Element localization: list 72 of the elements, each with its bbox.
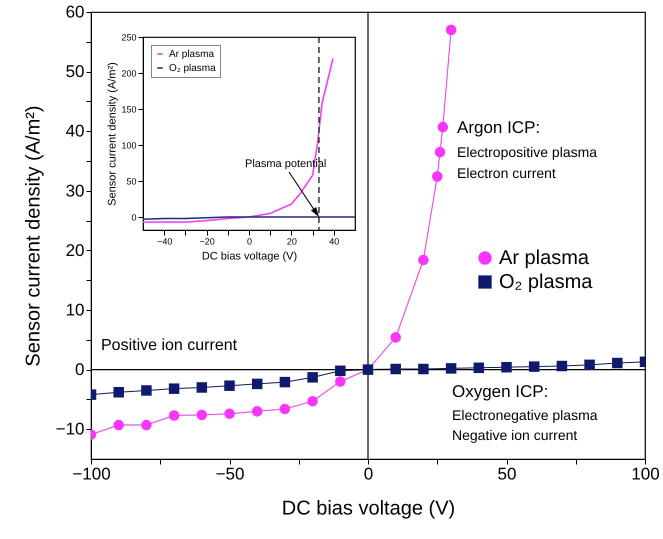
point [141,420,152,430]
point [584,360,595,370]
legend-label: O₂ plasma [499,271,594,293]
point [224,380,235,391]
point [252,378,262,390]
legend-label: Ar plasma [499,247,590,269]
annotation: Positive ion current [101,337,238,354]
x-tick-label: 20 [286,236,297,246]
point [113,420,124,430]
point [252,406,262,417]
y-tick-label: 200 [121,68,136,79]
x-tick-label: −40 [157,236,172,246]
point [390,332,401,343]
line-series [143,58,334,223]
point [280,404,290,414]
point [434,146,446,158]
x-tick-label: −100 [72,464,111,484]
annotation: Negative ion current [452,427,578,443]
y-tick-label: −10 [56,420,84,439]
point [168,410,180,421]
point [196,410,208,420]
point [528,361,540,372]
annotation: Oxygen ICP: [452,382,548,401]
y-tick-label: 100 [121,140,136,151]
x-tick-label: 40 [329,236,340,246]
point [418,364,429,374]
y-tick-label: 30 [66,181,84,200]
y-tick-label: 40 [66,122,84,141]
point [113,387,124,398]
point [390,364,401,374]
point [474,362,484,374]
point [501,362,512,372]
point [168,383,180,394]
y-axis-title: Sensor current density (A/m²) [22,105,45,367]
y-tick-label: 150 [121,104,136,115]
point [418,254,429,266]
point [141,385,152,396]
point [446,363,456,374]
point [335,376,346,387]
legend-label: Ar plasma [169,49,214,60]
annotation: Electron current [457,165,556,181]
point [307,396,318,406]
y-tick-label: 250 [121,32,136,42]
x-tick-label: 0 [246,236,252,246]
x-axis-title: DC bias voltage (V) [282,498,456,520]
y-tick-label: 0 [75,360,84,380]
point [556,360,568,372]
y-tick-label: 50 [126,176,136,187]
annotation: Argon ICP: [457,118,540,137]
x-tick-label: −20 [199,236,215,246]
point [224,408,235,419]
y-axis-title: Sensor current density (A/m²) [106,62,118,206]
x-axis-title: DC bias voltage (V) [202,250,298,262]
annotation: Electropositive plasma [457,144,598,160]
y-tick-label: 60 [66,2,84,22]
y-tick-label: 50 [66,62,84,82]
point [335,366,346,376]
x-tick-label: 0 [364,464,374,484]
y-tick-label: 0 [131,212,136,223]
point [612,358,623,368]
y-tick-label: 10 [66,300,84,320]
x-tick-label: 100 [631,464,660,484]
x-tick-label: −50 [216,464,244,484]
point [446,24,456,36]
legend-label: O₂ plasma [169,63,216,74]
point [280,376,290,388]
point [432,171,442,182]
annotation: Electronegative plasma [452,407,598,423]
point [438,122,448,132]
point [307,372,318,383]
x-tick-label: 50 [498,464,516,484]
point [196,382,208,393]
